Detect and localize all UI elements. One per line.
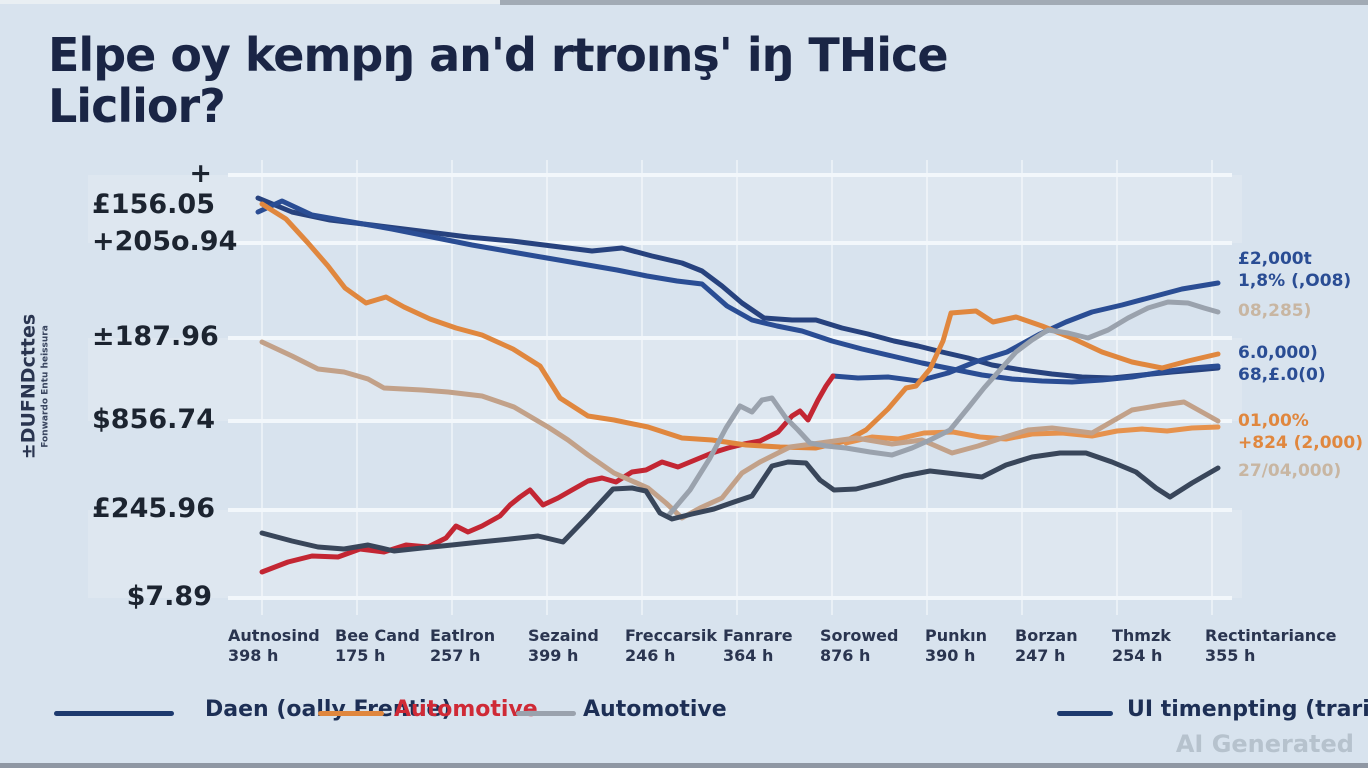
legend-label: Automotive [394,697,538,722]
y-tick-label: +£156.05 [92,158,215,220]
series-line-slate [259,450,1221,554]
x-category-hours: 364 h [723,646,774,665]
right-value-label: 6.0,000) 68,£.0(0) [1238,342,1326,386]
x-category-hours: 355 h [1205,646,1256,665]
series-line-tan [259,339,1221,521]
ai-generated-watermark: AI Generated [1175,730,1354,758]
y-tick-label: $856.74 [92,404,215,435]
x-category-hours: 254 h [1112,646,1163,665]
legend-label: Daen (oally Frentie) [205,697,452,722]
x-category-hours: 399 h [528,646,579,665]
series-line-orange-b [843,424,1221,446]
x-category-label: Fanrare 364 h [723,626,793,666]
top-edge-artifact-light [0,0,500,4]
right-value-line: 1,8% (,O08) [1238,271,1352,291]
x-category-name: Sorowed [820,626,899,645]
x-category-hours: 390 h [925,646,976,665]
y-tick-label: ±187.96 [92,321,219,352]
x-category-name: Fanrare [723,626,793,645]
legend-label: UI timenpting (trarifs) [1127,697,1368,722]
series-line-navy-b [255,198,1221,385]
x-category-hours: 175 h [335,646,386,665]
legend-swatch [1057,711,1113,716]
plot-band [88,510,1242,598]
x-category-label: Autnosind 398 h [228,626,320,666]
x-category-name: Rectintariance [1205,626,1337,645]
legend-swatch [516,711,576,716]
x-category-name: Bee Cand [335,626,420,645]
x-category-name: Sezaind [528,626,599,645]
series-line-navy-c [830,280,1221,384]
x-category-label: Bee Cand 175 h [335,626,420,666]
legend-label: Automotive [583,697,727,722]
series-line-navy-a [255,195,1221,381]
x-category-label: Sorowed 876 h [820,626,898,666]
x-category-label: Eatlron 257 h [430,626,495,666]
right-value-label: 27/04,000) [1238,460,1341,482]
x-category-label: Borzan 247 h [1015,626,1078,666]
series-line-orange-a [259,201,1221,451]
x-category-name: Autnosind [228,626,320,645]
legend-swatch [318,711,384,716]
x-category-name: Thmzk [1112,626,1171,645]
y-tick-label: +205o.94 [92,226,238,257]
chart-title: Elpe oy kempŋ an'd rtroınş' iŋ THice Lic… [48,28,949,133]
x-category-name: Freccarsik [625,626,717,645]
x-category-hours: 876 h [820,646,871,665]
x-category-hours: 257 h [430,646,481,665]
x-category-name: Punkın [925,626,988,645]
y-tick-label: $7.89 [126,581,212,612]
x-category-name: Borzan [1015,626,1078,645]
series-line-red [259,373,836,575]
right-value-label: 01,00% +824 (2,000) [1238,410,1363,454]
legend-swatch [54,711,174,716]
right-value-line: 68,£.0(0) [1238,365,1326,385]
x-category-name: Eatlron [430,626,496,645]
top-edge-artifact-dark [500,0,1368,5]
x-category-label: Sezaind 399 h [528,626,599,666]
right-value-line: 08,285) [1238,301,1312,321]
right-value-line: 01,00% [1238,411,1309,431]
right-value-line: +824 (2,000) [1238,433,1363,453]
x-category-label: Thmzk 254 h [1112,626,1171,666]
x-category-hours: 398 h [228,646,279,665]
x-category-label: Freccarsik 246 h [625,626,717,666]
x-category-hours: 247 h [1015,646,1066,665]
right-value-label: 08,285) [1238,300,1311,322]
right-value-line: £2,000t [1238,249,1312,269]
right-value-line: 6.0,000) [1238,343,1318,363]
x-category-label: Rectintariance 355 h [1205,626,1337,666]
series-line-gray [665,299,1221,519]
bottom-edge-artifact [0,763,1368,768]
right-value-label: £2,000t 1,8% (,O08) [1238,248,1351,292]
right-value-line: 27/04,000) [1238,461,1342,481]
y-tick-label: £245.96 [92,493,215,524]
x-category-label: Punkın 390 h [925,626,987,666]
x-category-hours: 246 h [625,646,676,665]
